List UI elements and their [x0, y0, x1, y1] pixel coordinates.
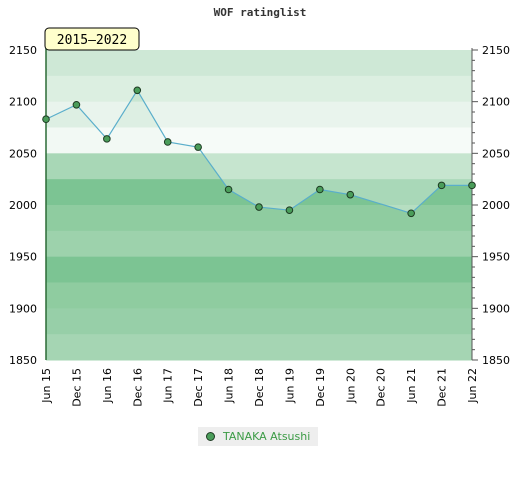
x-tick-label: Dec 17: [192, 368, 205, 407]
period-badge-text: 2015–2022: [57, 33, 127, 48]
data-point: [72, 100, 81, 109]
y-axis-right-labels: 1850 1900 1950 2000 2050 2100 2150: [482, 44, 510, 367]
y-tick-label: 1950: [9, 251, 37, 264]
x-tick-label: Jun 22: [466, 368, 479, 404]
y-tick-label: 1900: [9, 302, 37, 315]
background-band: [46, 230, 472, 258]
axes: [45, 48, 478, 361]
chart-title: WOF ratinglist: [214, 6, 307, 19]
legend-series-name: TANAKA Atsushi: [223, 430, 311, 443]
x-tick-label: Jun 16: [101, 368, 114, 404]
y-tick-label: 1950: [482, 251, 510, 264]
data-points: [42, 86, 476, 218]
y-tick-label: 1850: [9, 354, 37, 367]
data-point: [468, 181, 476, 190]
background-band: [46, 153, 472, 180]
data-point: [163, 138, 172, 146]
x-tick-label: Jun 21: [405, 368, 418, 404]
y-axis-left-labels: 1850 1900 1950 2000 2050 2100 2150: [9, 44, 37, 367]
period-badge-box: [44, 27, 140, 51]
x-tick-label: Jun 15: [40, 368, 53, 404]
x-tick-label: Dec 18: [253, 368, 266, 407]
data-point: [407, 209, 415, 218]
background-band: [46, 50, 472, 77]
background-band: [46, 308, 472, 335]
x-tick-label: Jun 19: [283, 368, 296, 404]
data-point: [285, 206, 294, 214]
legend-marker-icon: [206, 432, 215, 441]
background-band: [46, 127, 472, 154]
background-bands: [46, 50, 472, 361]
data-point: [437, 181, 446, 190]
data-point: [103, 135, 111, 143]
x-tick-label: Dec 21: [436, 368, 449, 407]
x-tick-label: Jun 20: [344, 368, 357, 404]
background-band: [46, 282, 472, 309]
data-point: [316, 185, 324, 194]
data-point: [42, 115, 50, 124]
y-tick-label: 2100: [9, 96, 37, 109]
period-badge: 2015–2022: [44, 27, 140, 51]
x-tick-label: Jun 17: [162, 368, 175, 404]
background-band: [46, 256, 472, 283]
y-tick-label: 1850: [482, 354, 510, 367]
x-tick-label: Dec 20: [375, 368, 388, 407]
y-tick-label: 1900: [482, 302, 510, 315]
y-tick-label: 2000: [482, 199, 510, 212]
y-tick-label: 2000: [9, 199, 37, 212]
x-tick-label: Jun 18: [223, 368, 236, 404]
x-tick-label: Dec 19: [314, 368, 327, 407]
rating-area: [46, 50, 472, 214]
data-point: [224, 185, 233, 194]
y-tick-label: 2150: [482, 44, 510, 57]
data-point: [346, 190, 355, 199]
data-point: [255, 203, 263, 211]
background-band: [46, 179, 472, 206]
x-tick-label: Dec 16: [131, 368, 144, 407]
legend: TANAKA Atsushi: [198, 427, 319, 446]
rating-line: [45, 89, 472, 214]
y-tick-label: 2100: [482, 96, 510, 109]
y-tick-label: 2050: [9, 147, 37, 160]
x-axis-labels: Jun 15 Dec 15 Jun 16 Dec 16 Jun 17 Dec 17 Jun …: [40, 368, 479, 407]
y-tick-label: 2150: [9, 44, 37, 57]
data-point: [194, 143, 202, 151]
background-band: [46, 334, 472, 361]
data-point: [133, 86, 142, 95]
background-band: [46, 75, 472, 103]
y-tick-label: 2050: [482, 147, 510, 160]
x-tick-label: Dec 15: [70, 368, 83, 407]
